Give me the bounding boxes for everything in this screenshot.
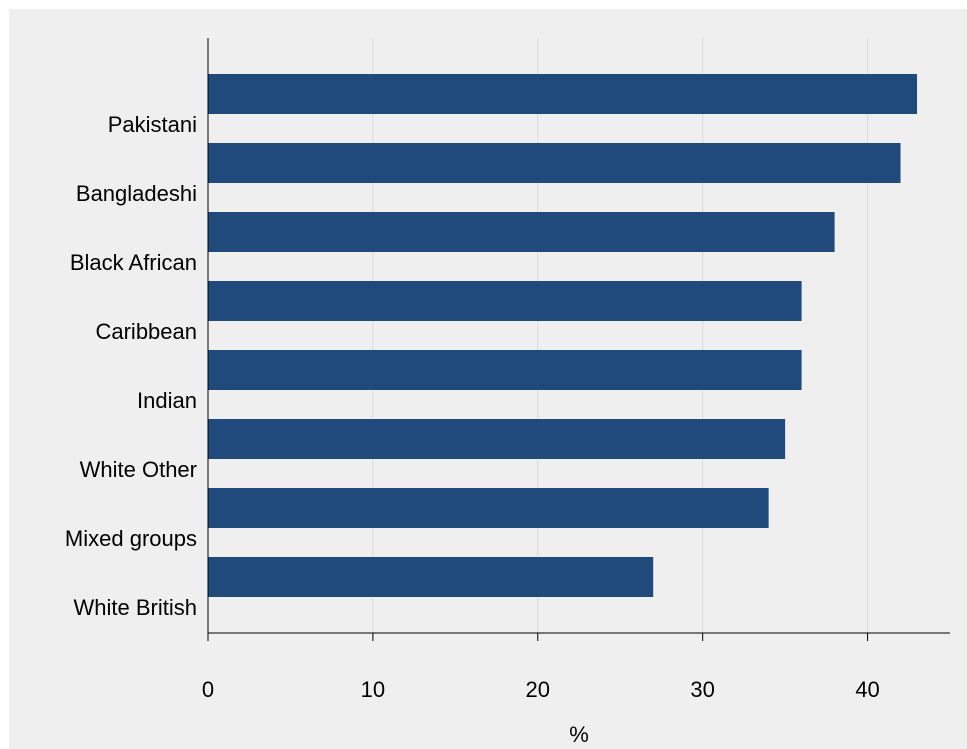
y-category-label-mixed-groups: Mixed groups xyxy=(65,526,197,551)
x-axis-title: % xyxy=(569,722,589,747)
y-category-label-caribbean: Caribbean xyxy=(95,319,197,344)
y-category-label-indian: Indian xyxy=(137,388,197,413)
bar-pakistani xyxy=(208,74,918,114)
bar-white-british xyxy=(208,557,654,597)
x-tick-label-10: 10 xyxy=(361,677,385,702)
axes-layer xyxy=(207,38,950,641)
grid-layer xyxy=(372,38,869,633)
x-tick-label-40: 40 xyxy=(855,677,879,702)
bar-mixed-groups xyxy=(208,488,769,528)
y-category-label-black-african: Black African xyxy=(70,250,197,275)
y-category-label-pakistani: Pakistani xyxy=(108,112,197,137)
y-category-label-bangladeshi: Bangladeshi xyxy=(76,181,197,206)
x-tick-label-20: 20 xyxy=(526,677,550,702)
bars-layer xyxy=(208,74,918,597)
bar-indian xyxy=(208,350,802,390)
y-category-label-white-other: White Other xyxy=(80,457,197,482)
x-tick-label-30: 30 xyxy=(690,677,714,702)
bar-caribbean xyxy=(208,281,802,321)
y-category-label-white-british: White British xyxy=(74,595,197,620)
bar-black-african xyxy=(208,212,835,252)
labels-layer: 0 10 20 30 40 Pakistani Bangladeshi Black Afric… xyxy=(65,112,880,702)
bar-bangladeshi xyxy=(208,143,901,183)
bar-white-other xyxy=(208,419,786,459)
x-tick-label-0: 0 xyxy=(202,677,214,702)
